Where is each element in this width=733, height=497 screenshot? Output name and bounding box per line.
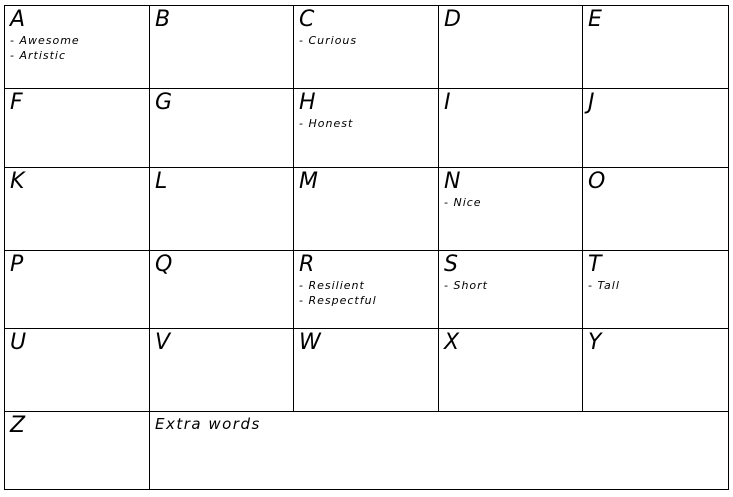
letter-heading: A (10, 7, 26, 32)
letter-cell-v: V (150, 329, 294, 412)
letter-heading: I (444, 90, 451, 115)
letter-heading: W (299, 330, 321, 355)
letter-cell-a: A - Awesome - Artistic (5, 6, 150, 89)
letter-heading: P (10, 252, 24, 277)
letter-heading: V (155, 330, 171, 355)
letter-heading: T (588, 252, 602, 277)
letter-cell-f: F (5, 89, 150, 168)
word-item: - Curious (299, 34, 358, 47)
letter-heading: L (155, 169, 168, 194)
word-list: - Short (444, 278, 582, 293)
word-item: - Nice (444, 196, 482, 209)
letter-heading: G (155, 90, 173, 115)
word-list: - Tall (588, 278, 728, 293)
letter-cell-q: Q (150, 251, 294, 329)
letter-heading: Y (588, 330, 602, 355)
word-list: - Honest (299, 116, 438, 131)
letter-cell-p: P (5, 251, 150, 329)
letter-heading: F (10, 90, 23, 115)
letter-heading: B (155, 7, 171, 32)
letter-heading: E (588, 7, 602, 32)
letter-heading: D (444, 7, 461, 32)
letter-cell-c: C - Curious (294, 6, 439, 89)
letter-cell-g: G (150, 89, 294, 168)
letter-heading: M (299, 169, 318, 194)
letter-heading: S (444, 252, 458, 277)
letter-heading: K (10, 169, 25, 194)
word-list: - Resilient - Respectful (299, 278, 438, 308)
letter-cell-s: S - Short (439, 251, 583, 329)
word-list: - Curious (299, 33, 438, 48)
word-list: - Awesome - Artistic (10, 33, 149, 63)
letter-heading: Z (10, 413, 26, 438)
letter-cell-m: M (294, 168, 439, 251)
letter-cell-z: Z (5, 412, 150, 490)
word-item: - Honest (299, 117, 354, 130)
letter-cell-r: R - Resilient - Respectful (294, 251, 439, 329)
letter-heading: C (299, 7, 315, 32)
letter-heading: O (588, 169, 606, 194)
extra-words-cell: Extra words (150, 412, 729, 490)
letter-cell-k: K (5, 168, 150, 251)
letter-cell-h: H - Honest (294, 89, 439, 168)
letter-cell-j: J (583, 89, 729, 168)
letter-heading: X (444, 330, 460, 355)
letter-heading: U (10, 330, 27, 355)
letter-cell-u: U (5, 329, 150, 412)
letter-cell-b: B (150, 6, 294, 89)
letter-cell-y: Y (583, 329, 729, 412)
word-item: - Artistic (10, 49, 67, 62)
letter-cell-n: N - Nice (439, 168, 583, 251)
word-list: - Nice (444, 195, 582, 210)
letter-cell-d: D (439, 6, 583, 89)
letter-heading: H (299, 90, 316, 115)
alphabet-word-table: A - Awesome - Artistic B C - Curious D E F G H - Ho… (4, 5, 729, 490)
letter-cell-l: L (150, 168, 294, 251)
letter-cell-o: O (583, 168, 729, 251)
word-item: - Respectful (299, 294, 377, 307)
letter-cell-t: T - Tall (583, 251, 729, 329)
letter-heading: J (588, 90, 595, 115)
word-item: - Awesome (10, 34, 80, 47)
letter-cell-x: X (439, 329, 583, 412)
letter-cell-w: W (294, 329, 439, 412)
letter-cell-e: E (583, 6, 729, 89)
word-item: - Tall (588, 279, 620, 292)
word-item: - Short (444, 279, 488, 292)
letter-heading: N (444, 169, 461, 194)
letter-heading: R (299, 252, 315, 277)
word-item: - Resilient (299, 279, 365, 292)
letter-cell-i: I (439, 89, 583, 168)
letter-heading: Q (155, 252, 173, 277)
extra-words-title: Extra words (155, 415, 261, 433)
